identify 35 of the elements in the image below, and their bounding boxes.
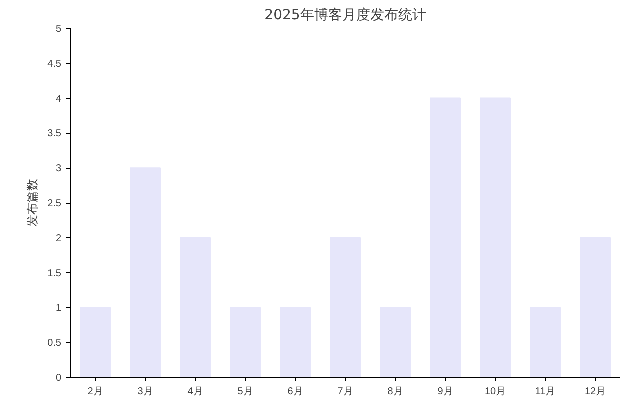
y-tick-label: 3 [56, 164, 62, 175]
bar [180, 237, 211, 378]
x-tick-label: 3月 [138, 386, 154, 398]
bar [80, 307, 111, 378]
x-tick-label: 10月 [484, 386, 506, 398]
y-tick-label: 4 [56, 94, 62, 105]
y-tick-label: 1 [56, 303, 62, 314]
x-tick-label: 9月 [438, 386, 454, 398]
bar [130, 168, 161, 378]
chart-title: 2025年博客月度发布统计 [264, 8, 426, 24]
bar [480, 98, 511, 378]
bar [280, 307, 311, 378]
x-tick-label: 2月 [88, 386, 104, 398]
bar [580, 237, 611, 378]
bar [430, 98, 461, 378]
y-axis-title: 发布篇数 [26, 179, 40, 227]
x-tick-label: 7月 [338, 386, 354, 398]
y-tick-label: 5 [56, 24, 62, 35]
x-tick-label: 5月 [238, 386, 254, 398]
bar [330, 237, 361, 378]
bar [380, 307, 411, 378]
bar [230, 307, 261, 378]
bar [530, 307, 561, 378]
x-tick-label: 6月 [288, 386, 304, 398]
x-tick-label: 4月 [188, 386, 204, 398]
y-tick-label: 3.5 [48, 128, 62, 140]
y-tick-label: 2.5 [48, 198, 62, 210]
y-tick-label: 1.5 [48, 268, 62, 280]
x-tick-label: 11月 [535, 386, 556, 398]
x-tick-label: 12月 [584, 386, 606, 398]
x-tick-label: 8月 [388, 386, 404, 398]
y-tick-label: 4.5 [48, 58, 62, 70]
y-tick-label: 0.5 [48, 338, 62, 350]
y-tick-label: 0 [56, 373, 62, 384]
y-tick-label: 2 [56, 233, 62, 244]
